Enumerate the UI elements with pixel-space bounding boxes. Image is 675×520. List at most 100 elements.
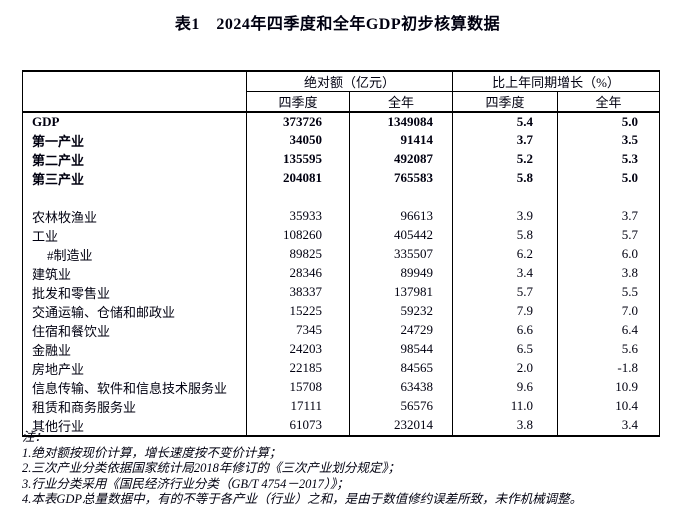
row-label: 交通运输、仓储和邮政业 <box>22 301 247 321</box>
row-label: 其他行业 <box>22 415 247 436</box>
row-value-growth-year: 5.5 <box>557 282 660 302</box>
row-value-growth-year: 7.0 <box>557 301 660 321</box>
table-row: 第二产业 135595 492087 5.2 5.3 <box>22 149 660 169</box>
row-value-abs-q4: 35933 <box>246 206 350 226</box>
row-value-abs-q4: 24203 <box>246 339 350 359</box>
spacer-row <box>22 187 660 207</box>
row-label: #制造业 <box>22 244 247 264</box>
footnote-line-4: 4.本表GDP总量数据中，有的不等于各产业（行业）之和，是由于数值修约误差所致，… <box>22 492 583 506</box>
row-value-growth-year: 6.0 <box>557 244 660 264</box>
footnote-line-1: 1.绝对额按现价计算，增长速度按不变价计算； <box>22 445 282 460</box>
row-value-abs-year: 137981 <box>348 282 453 302</box>
header-empty-cell <box>22 71 247 113</box>
row-value-abs-q4: 28346 <box>246 263 350 283</box>
header-abs-year: 全年 <box>348 91 453 113</box>
row-value-abs-year: 232014 <box>348 415 453 436</box>
row-value-abs-year: 89949 <box>348 263 453 283</box>
table-row: 交通运输、仓储和邮政业 15225 59232 7.9 7.0 <box>22 301 660 321</box>
row-value-growth-q4: 3.4 <box>452 263 558 283</box>
spacer-cell <box>452 187 558 207</box>
row-label: 建筑业 <box>22 263 247 283</box>
row-value-growth-year: 3.7 <box>557 206 660 226</box>
row-value-abs-year: 59232 <box>348 301 453 321</box>
table-row: GDP 373726 1349084 5.4 5.0 <box>22 112 660 131</box>
row-value-growth-q4: 5.8 <box>452 168 558 188</box>
table-row: 第一产业 34050 91414 3.7 3.5 <box>22 130 660 150</box>
footnotes: 注： 1.绝对额按现价计算，增长速度按不变价计算； 2.三次产业分类依据国家统计… <box>22 430 662 508</box>
table-body: GDP 373726 1349084 5.4 5.0 第一产业 34050 91414 3.7 3… <box>22 112 660 436</box>
row-value-abs-q4: 373726 <box>246 112 350 131</box>
row-value-abs-q4: 89825 <box>246 244 350 264</box>
row-value-growth-q4: 5.7 <box>452 282 558 302</box>
row-value-abs-year: 63438 <box>348 377 453 397</box>
row-value-growth-q4: 11.0 <box>452 396 558 416</box>
row-label: 金融业 <box>22 339 247 359</box>
row-value-growth-year: -1.8 <box>557 358 660 378</box>
row-value-growth-q4: 5.8 <box>452 225 558 245</box>
row-value-growth-year: 5.7 <box>557 225 660 245</box>
footnote-line-2: 2.三次产业分类依据国家统计局2018年修订的《三次产业划分规定》； <box>22 461 401 475</box>
row-value-abs-year: 98544 <box>348 339 453 359</box>
row-value-abs-year: 1349084 <box>348 112 453 131</box>
row-value-growth-year: 6.4 <box>557 320 660 340</box>
row-value-abs-q4: 15225 <box>246 301 350 321</box>
header-group-row: 绝对额（亿元） 比上年同期增长（%） <box>22 71 660 113</box>
row-label: 工业 <box>22 225 247 245</box>
row-value-abs-q4: 135595 <box>246 149 350 169</box>
row-value-growth-year: 10.9 <box>557 377 660 397</box>
table-row: 房地产业 22185 84565 2.0 -1.8 <box>22 358 660 378</box>
row-value-abs-q4: 7345 <box>246 320 350 340</box>
row-value-abs-q4: 38337 <box>246 282 350 302</box>
table-row: 第三产业 204081 765583 5.8 5.0 <box>22 168 660 188</box>
row-value-growth-q4: 6.2 <box>452 244 558 264</box>
table-header: 绝对额（亿元） 比上年同期增长（%） 四季度 全年 四季度 全年 <box>22 71 660 113</box>
row-value-abs-year: 405442 <box>348 225 453 245</box>
row-value-growth-year: 3.8 <box>557 263 660 283</box>
gdp-table: 绝对额（亿元） 比上年同期增长（%） 四季度 全年 四季度 全年 GDP 3737… <box>22 70 661 437</box>
row-label: 住宿和餐饮业 <box>22 320 247 340</box>
spacer-cell <box>348 187 453 207</box>
footnote-label: 注： <box>22 430 48 444</box>
row-value-abs-year: 24729 <box>348 320 453 340</box>
footnote-line-3: 3.行业分类采用《国民经济行业分类（GB/T 4754－2017）》； <box>22 476 349 491</box>
table-row: 其他行业 61073 232014 3.8 3.4 <box>22 415 660 436</box>
table-row: 金融业 24203 98544 6.5 5.6 <box>22 339 660 359</box>
row-value-growth-year: 5.3 <box>557 149 660 169</box>
row-value-growth-year: 10.4 <box>557 396 660 416</box>
row-value-abs-year: 335507 <box>348 244 453 264</box>
row-value-abs-q4: 17111 <box>246 396 350 416</box>
row-label: 信息传输、软件和信息技术服务业 <box>22 377 247 397</box>
row-value-growth-q4: 3.7 <box>452 130 558 150</box>
row-value-growth-q4: 9.6 <box>452 377 558 397</box>
row-label: 第二产业 <box>22 149 247 169</box>
table-row: 信息传输、软件和信息技术服务业 15708 63438 9.6 10.9 <box>22 377 660 397</box>
table-row: 农林牧渔业 35933 96613 3.9 3.7 <box>22 206 660 226</box>
row-value-abs-year: 91414 <box>348 130 453 150</box>
row-value-abs-q4: 108260 <box>246 225 350 245</box>
row-label: 房地产业 <box>22 358 247 378</box>
row-value-abs-q4: 22185 <box>246 358 350 378</box>
spacer-cell <box>22 187 247 207</box>
header-abs-q4: 四季度 <box>246 91 350 113</box>
row-value-growth-q4: 6.5 <box>452 339 558 359</box>
row-value-abs-year: 765583 <box>348 168 453 188</box>
row-label: 第三产业 <box>22 168 247 188</box>
row-value-growth-q4: 3.9 <box>452 206 558 226</box>
table-row: 工业 108260 405442 5.8 5.7 <box>22 225 660 245</box>
row-value-growth-q4: 3.8 <box>452 415 558 436</box>
row-value-abs-year: 56576 <box>348 396 453 416</box>
row-value-abs-q4: 34050 <box>246 130 350 150</box>
row-value-growth-year: 5.6 <box>557 339 660 359</box>
row-value-abs-year: 492087 <box>348 149 453 169</box>
page-title: 表1 2024年四季度和全年GDP初步核算数据 <box>174 16 501 33</box>
row-value-abs-q4: 204081 <box>246 168 350 188</box>
row-value-growth-q4: 2.0 <box>452 358 558 378</box>
row-label: 批发和零售业 <box>22 282 247 302</box>
header-growth-year: 全年 <box>557 91 660 113</box>
spacer-cell <box>557 187 660 207</box>
header-sub-row: 四季度 全年 四季度 全年 <box>23 91 660 113</box>
table-row: 租赁和商务服务业 17111 56576 11.0 10.4 <box>22 396 660 416</box>
table-row: 建筑业 28346 89949 3.4 3.8 <box>22 263 660 283</box>
row-value-growth-q4: 6.6 <box>452 320 558 340</box>
header-absolute-group: 绝对额（亿元） <box>245 71 453 92</box>
